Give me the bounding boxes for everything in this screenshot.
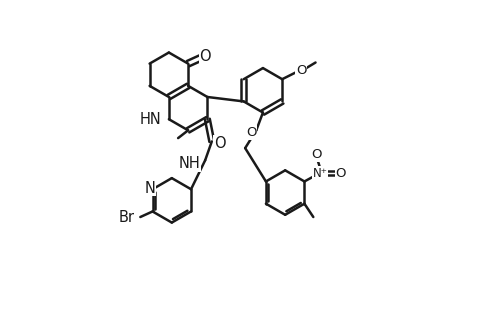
Text: O: O	[335, 166, 346, 180]
Text: O: O	[246, 126, 257, 139]
Text: O: O	[214, 136, 226, 151]
Text: O: O	[199, 50, 211, 64]
Text: N: N	[145, 181, 156, 196]
Text: O: O	[296, 64, 306, 77]
Text: Br: Br	[118, 210, 134, 225]
Text: NH: NH	[179, 156, 200, 171]
Text: O: O	[311, 148, 322, 161]
Text: HN: HN	[139, 112, 161, 127]
Text: N⁺: N⁺	[313, 166, 328, 180]
